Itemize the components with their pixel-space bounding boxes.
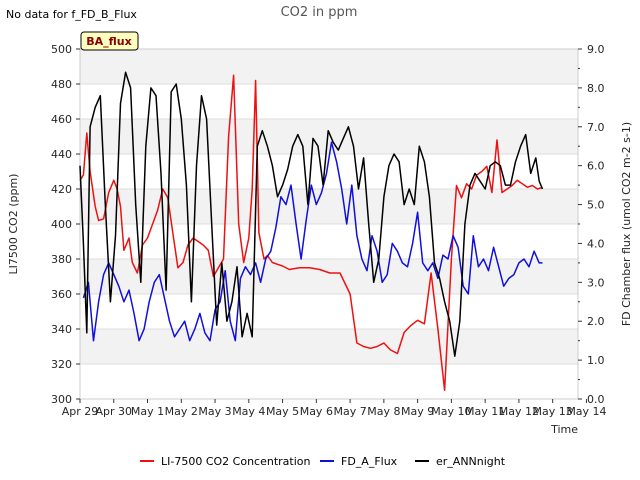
x-tick-label: May 8 bbox=[367, 405, 400, 418]
no-data-note: No data for f_FD_B_Flux bbox=[6, 8, 137, 21]
badge-label: BA_flux bbox=[86, 35, 131, 48]
y2-tick-label: 2.0 bbox=[587, 315, 605, 328]
background-band bbox=[80, 119, 578, 154]
y-tick-label: 360 bbox=[51, 288, 72, 301]
legend-label: FD_A_Flux bbox=[341, 455, 398, 468]
y2-tick-label: 8.0 bbox=[587, 82, 605, 95]
right-axis: 0.0 1.0 2.0 3.0 4.0 5.0 6.0 7.0 8.0 9.0 bbox=[578, 43, 605, 406]
left-axis: 300 320 340 360 380 400 420 440 460 480 500 bbox=[51, 43, 80, 406]
y-tick-label: 300 bbox=[51, 393, 72, 406]
legend: LI-7500 CO2 Concentration FD_A_Flux er_ANN… bbox=[140, 455, 506, 468]
y-tick-label: 440 bbox=[51, 148, 72, 161]
x-tick-label: May 11 bbox=[465, 405, 505, 418]
y-tick-label: 380 bbox=[51, 253, 72, 266]
y-tick-label: 460 bbox=[51, 113, 72, 126]
x-tick-label: May 13 bbox=[533, 405, 573, 418]
x-tick-label: May 1 bbox=[131, 405, 164, 418]
series-line-3 bbox=[79, 71, 544, 357]
y2-tick-label: 1.0 bbox=[587, 354, 605, 367]
x-tick-label: May 7 bbox=[333, 405, 366, 418]
x-tick-label: Apr 30 bbox=[95, 405, 132, 418]
x-tick-label: May 5 bbox=[266, 405, 299, 418]
ba-flux-badge: BA_flux bbox=[80, 31, 139, 51]
y-tick-label: 340 bbox=[51, 323, 72, 336]
y2-tick-label: 6.0 bbox=[587, 160, 605, 173]
y2-tick-label: 3.0 bbox=[587, 276, 605, 289]
y-tick-label: 500 bbox=[51, 43, 72, 56]
background-band bbox=[80, 329, 578, 364]
legend-label: LI-7500 CO2 Concentration bbox=[161, 455, 311, 468]
y2-axis-label: FD Chamber flux (umol CO2 m-2 s-1) bbox=[620, 122, 633, 326]
y-axis-label: LI7500 CO2 (ppm) bbox=[7, 174, 20, 275]
plot-background-bands bbox=[80, 49, 578, 364]
y2-tick-label: 7.0 bbox=[587, 121, 605, 134]
x-tick-label: May 4 bbox=[232, 405, 265, 418]
y-tick-label: 480 bbox=[51, 78, 72, 91]
background-band bbox=[80, 49, 578, 84]
x-axis-label: Time bbox=[550, 423, 578, 436]
x-tick-label: May 12 bbox=[499, 405, 539, 418]
y2-tick-label: 5.0 bbox=[587, 199, 605, 212]
y-tick-label: 400 bbox=[51, 218, 72, 231]
chart-title: CO2 in ppm bbox=[281, 5, 358, 20]
y-tick-label: 320 bbox=[51, 358, 72, 371]
series-line-1 bbox=[79, 74, 543, 392]
series-lines bbox=[79, 71, 544, 392]
series-line-2 bbox=[82, 141, 543, 342]
y2-tick-label: 4.0 bbox=[587, 237, 605, 250]
x-tick-label: May 6 bbox=[300, 405, 333, 418]
y-tick-label: 420 bbox=[51, 183, 72, 196]
x-tick-label: May 10 bbox=[431, 405, 471, 418]
y2-tick-label: 9.0 bbox=[587, 43, 605, 56]
legend-label: er_ANNnight bbox=[436, 455, 506, 468]
x-tick-label: May 2 bbox=[165, 405, 198, 418]
x-tick-label: May 3 bbox=[198, 405, 231, 418]
x-tick-label: May 14 bbox=[566, 405, 606, 418]
background-band bbox=[80, 259, 578, 294]
x-tick-label: May 9 bbox=[401, 405, 434, 418]
x-tick-label: Apr 29 bbox=[62, 405, 99, 418]
y2-tick-label: 0.0 bbox=[587, 393, 605, 406]
